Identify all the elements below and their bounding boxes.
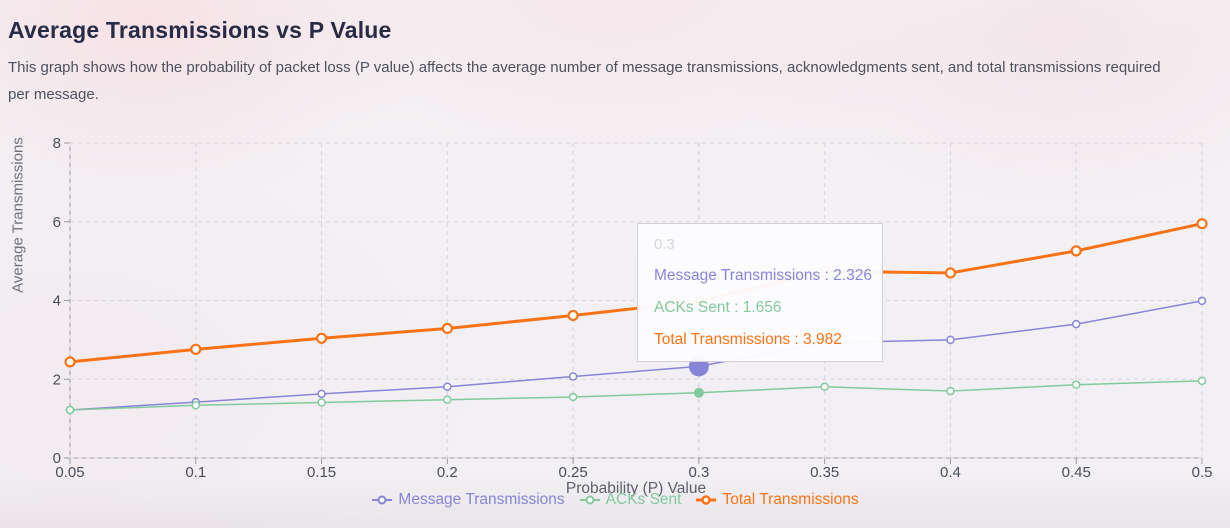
- data-point-total-transmissions: [190, 343, 202, 355]
- page-title: Average Transmissions vs P Value: [8, 17, 392, 43]
- y-tick-label: 4: [53, 293, 61, 310]
- x-tick-label: 0.3: [688, 464, 709, 481]
- x-tick-label: 0.2: [437, 464, 458, 481]
- x-axis-label: Probability (P) Value: [565, 480, 707, 497]
- active-dot-acks-sent: [693, 387, 704, 398]
- data-point-message-transmissions: [946, 335, 955, 345]
- data-point-acks-sent: [1071, 380, 1081, 390]
- y-tick-label: 0: [53, 450, 61, 467]
- legend-item-label: Total Transmissions: [722, 491, 859, 508]
- data-point-total-transmissions: [1196, 218, 1208, 230]
- series-acks-sent: [65, 376, 1207, 415]
- legend-item-total-transmissions: Total Transmissions: [695, 491, 859, 509]
- tooltip-row-total-transmissions: Total Transmissions : 3.982: [654, 331, 842, 348]
- series-line-total-transmissions: [68, 222, 1204, 364]
- data-point-message-transmissions: [317, 389, 326, 399]
- chart-container: 0.05 0.1 0.15 0.2 0.25 0.3 0.35 0.4 0.45 0.5 0 2 4 6 8…: [0, 130, 1230, 528]
- data-point-acks-sent: [443, 395, 452, 404]
- x-tick-labels: 0.05 0.1 0.15 0.2 0.25 0.3 0.35 0.4 0.45 0.5: [55, 464, 1212, 481]
- data-point-message-transmissions: [1197, 296, 1207, 306]
- data-point-total-transmissions: [567, 309, 579, 322]
- data-point-acks-sent: [946, 386, 955, 396]
- series-line-message-transmissions: [69, 300, 1203, 411]
- line-chart[interactable]: 0.05 0.1 0.15 0.2 0.25 0.3 0.35 0.4 0.45 0.5 0 2 4 6 8: [0, 130, 1230, 528]
- data-point-acks-sent: [317, 398, 326, 407]
- chart-description: This graph shows how the probability of …: [8, 59, 1161, 103]
- x-tick-label: 0.25: [559, 464, 588, 481]
- data-point-message-transmissions: [443, 382, 452, 391]
- data-point-total-transmissions: [315, 332, 328, 344]
- data-point-total-transmissions: [944, 267, 957, 279]
- data-point-message-transmissions: [568, 372, 578, 381]
- y-tick-label: 2: [53, 371, 61, 388]
- series-line-acks-sent: [69, 380, 1203, 411]
- legend-item-label: ACKs Sent: [605, 491, 682, 508]
- x-tick-label: 0.1: [185, 464, 206, 481]
- x-tick-label: 0.05: [55, 464, 84, 481]
- x-tick-label: 0.4: [940, 464, 961, 481]
- series-message-transmissions: [65, 296, 1207, 415]
- legend-line-icon: [372, 495, 393, 505]
- grid: [69, 142, 1203, 459]
- legend-item-message-transmissions: Message Transmissions: [371, 491, 565, 509]
- y-tick-label: 6: [53, 214, 61, 231]
- legend-item-label: Message Transmissions: [398, 491, 565, 508]
- x-tick-label: 0.35: [810, 464, 839, 481]
- legend-line-icon: [696, 495, 717, 505]
- series-total-transmissions: [64, 218, 1208, 368]
- legend-item-acks-sent: ACKs Sent: [579, 491, 682, 509]
- x-tick-label: 0.45: [1062, 464, 1091, 481]
- tooltip-row-message-transmissions: Message Transmissions : 2.326: [654, 267, 872, 284]
- tooltip-row-acks-sent: ACKs Sent : 1.656: [654, 299, 782, 316]
- y-tick-label: 8: [53, 135, 61, 152]
- y-axis-label: Average Transmissions: [9, 137, 27, 293]
- data-point-acks-sent: [568, 392, 578, 402]
- tooltip-rows: Message Transmissions : 2.326 ACKs Sent :…: [654, 267, 872, 349]
- data-point-acks-sent: [1197, 376, 1207, 386]
- y-tick-labels: 0 2 4 6 8: [53, 135, 61, 467]
- tooltip-x-value: 0.3: [654, 236, 675, 253]
- data-point-total-transmissions: [64, 356, 76, 368]
- legend-line-icon: [579, 495, 600, 505]
- legend: Message Transmissions ACKs Sent Total Tran…: [0, 491, 1230, 509]
- data-point-total-transmissions: [441, 322, 453, 335]
- data-point-total-transmissions: [1070, 245, 1082, 257]
- tooltip: 0.3 Message Transmissions : 2.326 ACKs Se…: [637, 223, 883, 362]
- axes: [64, 142, 1203, 464]
- x-tick-label: 0.5: [1192, 464, 1213, 481]
- data-point-acks-sent: [820, 382, 829, 391]
- data-point-acks-sent: [65, 405, 75, 415]
- data-point-acks-sent: [191, 400, 201, 410]
- x-tick-label: 0.15: [307, 464, 336, 481]
- data-point-message-transmissions: [1071, 319, 1081, 329]
